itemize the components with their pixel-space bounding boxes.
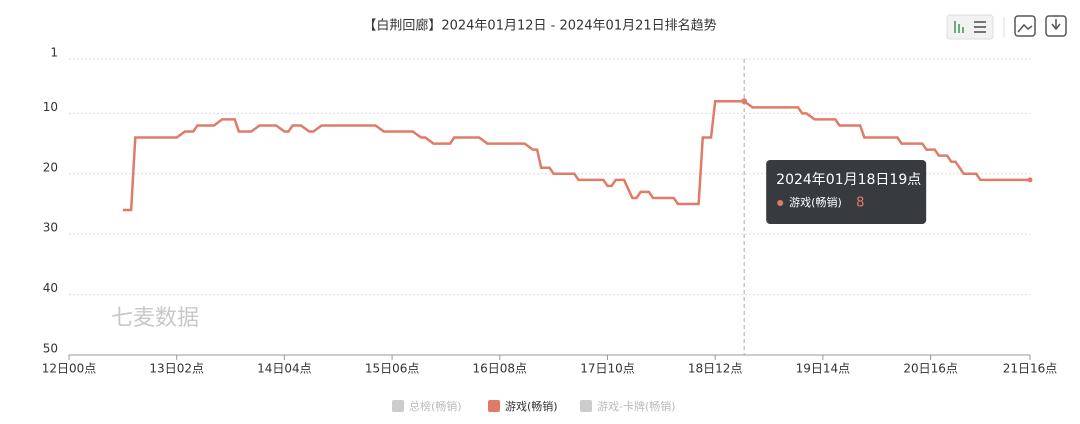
view-toggle[interactable] (946, 14, 994, 40)
legend-swatch (580, 400, 592, 412)
y-tick-label: 20 (43, 160, 58, 174)
x-tick-label: 13日02点 (149, 362, 204, 376)
x-tick-label: 18日12点 (688, 362, 743, 376)
x-tick-label: 16日08点 (473, 362, 528, 376)
tooltip-dot (777, 200, 784, 206)
y-tick-label: 50 (43, 342, 58, 356)
x-tick-label: 17日10点 (580, 362, 635, 376)
legend-label: 游戏-卡牌(畅销) (597, 399, 676, 413)
tooltip-title: 2024年01月18日19点 (776, 172, 921, 188)
download[interactable] (1045, 15, 1067, 37)
tooltip-series: 游戏(畅销) (789, 195, 842, 209)
tooltip-box (766, 160, 927, 224)
y-tick-label: 1 (50, 46, 58, 60)
series-line (122, 100, 1030, 212)
legend-label: 总榜(畅销) (409, 399, 462, 413)
hover-point (741, 98, 748, 105)
y-tick-label: 10 (43, 100, 58, 114)
chart-title: 【白荆回廊】2024年01月12日 - 2024年01月21日排名趋势 (363, 18, 716, 34)
x-tick-label: 20日16点 (903, 362, 958, 376)
x-tick-label: 12日00点 (42, 362, 97, 376)
y-tick-label: 30 (43, 221, 58, 235)
x-tick-label: 14日04点 (257, 362, 312, 376)
save-image[interactable] (1014, 15, 1036, 37)
legend-swatch (488, 400, 500, 412)
point (1027, 177, 1033, 183)
legend-swatch (392, 400, 404, 412)
x-tick-label: 19日14点 (796, 362, 851, 376)
legend-item[interactable]: 总榜(畅销) (392, 399, 462, 413)
legend-label: 游戏(畅销) (505, 399, 558, 413)
x-tick-label: 15日06点 (365, 362, 420, 376)
tooltip-value: 8 (856, 196, 864, 211)
x-tick-label: 21日16点 (1003, 362, 1058, 376)
legend-item[interactable]: 游戏-卡牌(畅销) (580, 399, 676, 413)
legend-item[interactable]: 游戏(畅销) (488, 399, 558, 413)
toolbar (946, 14, 1067, 40)
y-tick-label: 40 (43, 281, 58, 295)
watermark: 七麦数据 (111, 306, 199, 331)
